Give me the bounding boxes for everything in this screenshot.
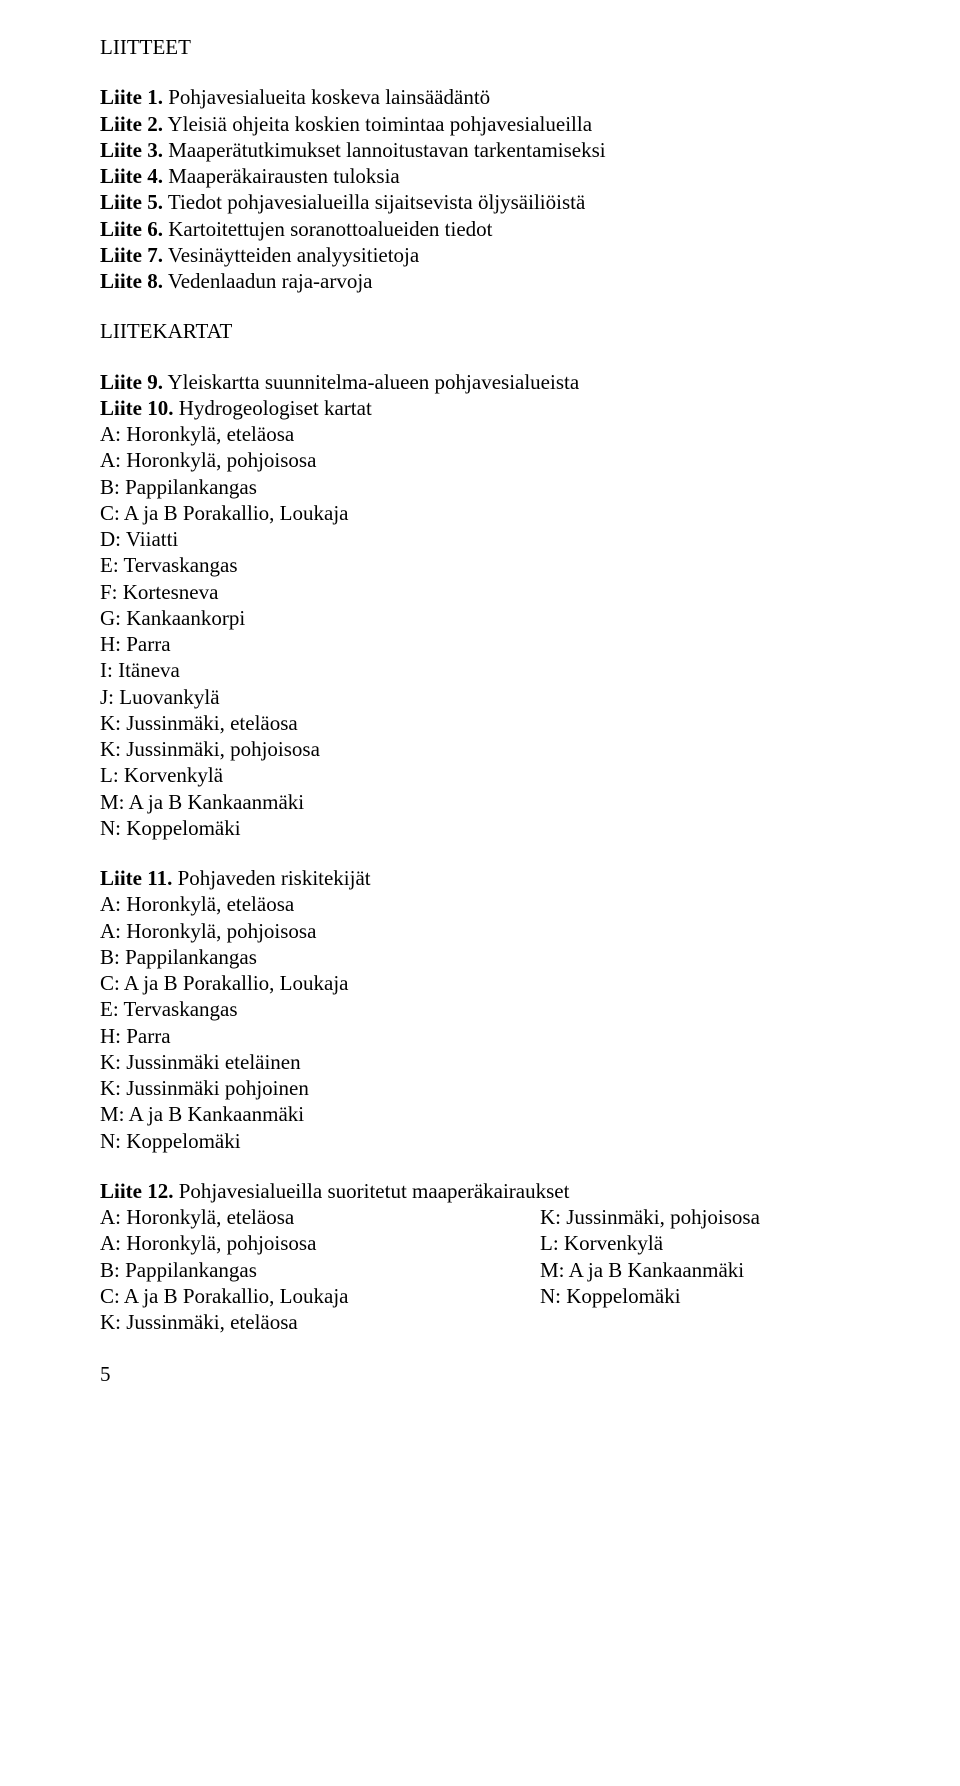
liite12-col-right: K: Jussinmäki, pohjoisosa L: Korvenkylä … xyxy=(540,1204,860,1335)
liite-text: Maaperätutkimukset lannoitustavan tarken… xyxy=(163,138,606,162)
list-item: B: Pappilankangas xyxy=(100,944,860,970)
heading-liitteet: LIITTEET xyxy=(100,34,860,60)
liite-item: Liite 5. Tiedot pohjavesialueilla sijait… xyxy=(100,189,860,215)
liite-item: Liite 8. Vedenlaadun raja-arvoja xyxy=(100,268,860,294)
liite-text: Pohjavesialueilla suoritetut maaperäkair… xyxy=(174,1179,570,1203)
liite-item: Liite 11. Pohjaveden riskitekijät xyxy=(100,865,860,891)
list-item: K: Jussinmäki, pohjoisosa xyxy=(540,1204,860,1230)
liite-bold: Liite 10. xyxy=(100,396,174,420)
list-item: C: A ja B Porakallio, Loukaja xyxy=(100,970,860,996)
liite-item: Liite 3. Maaperätutkimukset lannoitustav… xyxy=(100,137,860,163)
liite-text: Vesinäytteiden analyysitietoja xyxy=(163,243,419,267)
list-item: K: Jussinmäki, eteläosa xyxy=(100,1309,540,1335)
liite-text: Pohjavesialueita koskeva lainsäädäntö xyxy=(163,85,490,109)
liite-text: Tiedot pohjavesialueilla sijaitsevista ö… xyxy=(163,190,585,214)
liite-text: Vedenlaadun raja-arvoja xyxy=(163,269,373,293)
list-item: I: Itäneva xyxy=(100,657,860,683)
list-item: K: Jussinmäki eteläinen xyxy=(100,1049,860,1075)
liitteet-list: Liite 1. Pohjavesialueita koskeva lainsä… xyxy=(100,84,860,294)
liite11-block: Liite 11. Pohjaveden riskitekijät A: Hor… xyxy=(100,865,860,1154)
list-item: A: Horonkylä, pohjoisosa xyxy=(100,1230,540,1256)
liite-item: Liite 9. Yleiskartta suunnitelma-alueen … xyxy=(100,369,860,395)
list-item: A: Horonkylä, pohjoisosa xyxy=(100,447,860,473)
liite-bold: Liite 5. xyxy=(100,190,163,214)
list-item: A: Horonkylä, eteläosa xyxy=(100,1204,540,1230)
liite12-col-left: A: Horonkylä, eteläosa A: Horonkylä, poh… xyxy=(100,1204,540,1335)
list-item: K: Jussinmäki, pohjoisosa xyxy=(100,736,860,762)
liite-text: Yleisiä ohjeita koskien toimintaa pohjav… xyxy=(163,112,592,136)
liite-text: Maaperäkairausten tuloksia xyxy=(163,164,400,188)
liite-text: Pohjaveden riskitekijät xyxy=(172,866,370,890)
list-item: G: Kankaankorpi xyxy=(100,605,860,631)
list-item: L: Korvenkylä xyxy=(540,1230,860,1256)
heading-liitekartat: LIITEKARTAT xyxy=(100,318,860,344)
list-item: J: Luovankylä xyxy=(100,684,860,710)
liite-bold: Liite 2. xyxy=(100,112,163,136)
liite-bold: Liite 1. xyxy=(100,85,163,109)
list-item: B: Pappilankangas xyxy=(100,474,860,500)
list-item: B: Pappilankangas xyxy=(100,1257,540,1283)
liite-bold: Liite 11. xyxy=(100,866,172,890)
liite-item: Liite 4. Maaperäkairausten tuloksia xyxy=(100,163,860,189)
list-item: E: Tervaskangas xyxy=(100,996,860,1022)
liite-bold: Liite 3. xyxy=(100,138,163,162)
liite-bold: Liite 6. xyxy=(100,217,163,241)
liite-item: Liite 2. Yleisiä ohjeita koskien toimint… xyxy=(100,111,860,137)
list-item: L: Korvenkylä xyxy=(100,762,860,788)
liite-text: Hydrogeologiset kartat xyxy=(174,396,372,420)
liite-item: Liite 10. Hydrogeologiset kartat xyxy=(100,395,860,421)
liite-item: Liite 6. Kartoitettujen soranottoalueide… xyxy=(100,216,860,242)
list-item: K: Jussinmäki pohjoinen xyxy=(100,1075,860,1101)
liite9-10-block: Liite 9. Yleiskartta suunnitelma-alueen … xyxy=(100,369,860,842)
list-item: N: Koppelomäki xyxy=(540,1283,860,1309)
list-item: M: A ja B Kankaanmäki xyxy=(100,789,860,815)
page-number: 5 xyxy=(100,1361,860,1387)
list-item: M: A ja B Kankaanmäki xyxy=(540,1257,860,1283)
liite-bold: Liite 9. xyxy=(100,370,163,394)
liite-item: Liite 1. Pohjavesialueita koskeva lainsä… xyxy=(100,84,860,110)
list-item: K: Jussinmäki, eteläosa xyxy=(100,710,860,736)
liite12-columns: A: Horonkylä, eteläosa A: Horonkylä, poh… xyxy=(100,1204,860,1335)
list-item: E: Tervaskangas xyxy=(100,552,860,578)
list-item: F: Kortesneva xyxy=(100,579,860,605)
list-item: N: Koppelomäki xyxy=(100,815,860,841)
list-item: C: A ja B Porakallio, Loukaja xyxy=(100,1283,540,1309)
list-item: N: Koppelomäki xyxy=(100,1128,860,1154)
liite-bold: Liite 8. xyxy=(100,269,163,293)
liite-bold: Liite 4. xyxy=(100,164,163,188)
liite-item: Liite 7. Vesinäytteiden analyysitietoja xyxy=(100,242,860,268)
list-item: M: A ja B Kankaanmäki xyxy=(100,1101,860,1127)
list-item: A: Horonkylä, pohjoisosa xyxy=(100,918,860,944)
liite-bold: Liite 12. xyxy=(100,1179,174,1203)
liite-text: Kartoitettujen soranottoalueiden tiedot xyxy=(163,217,493,241)
list-item: A: Horonkylä, eteläosa xyxy=(100,421,860,447)
list-item: A: Horonkylä, eteläosa xyxy=(100,891,860,917)
list-item: H: Parra xyxy=(100,1023,860,1049)
liite-bold: Liite 7. xyxy=(100,243,163,267)
list-item: D: Viiatti xyxy=(100,526,860,552)
list-item: H: Parra xyxy=(100,631,860,657)
liite-text: Yleiskartta suunnitelma-alueen pohjavesi… xyxy=(163,370,579,394)
liite12-block: Liite 12. Pohjavesialueilla suoritetut m… xyxy=(100,1178,860,1336)
list-item: C: A ja B Porakallio, Loukaja xyxy=(100,500,860,526)
liite-item: Liite 12. Pohjavesialueilla suoritetut m… xyxy=(100,1178,860,1204)
